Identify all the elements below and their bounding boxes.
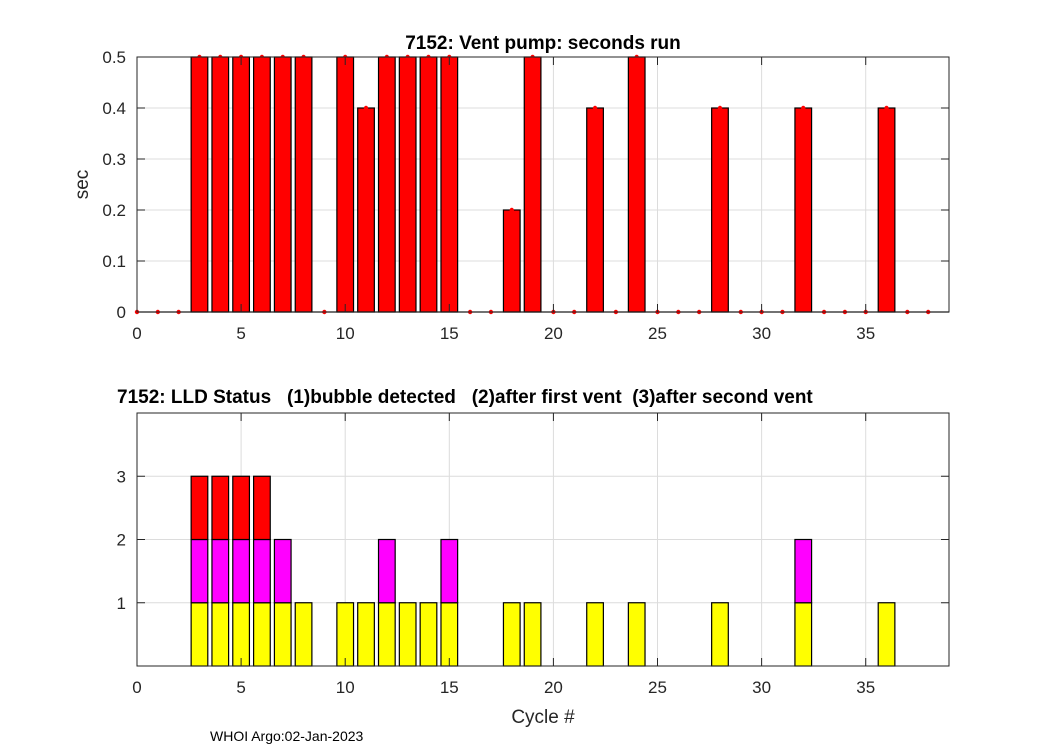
x-tick-label: 5 <box>236 678 245 697</box>
data-point <box>717 105 723 111</box>
ticks: 0 5 10 15 20 25 30 35 0 0.1 0.2 0.3 0.4 0.5 <box>102 48 949 343</box>
lld-status-axes: 0 5 10 15 20 25 30 35 1 2 3 7152: LLD Status (1)bu… <box>117 387 950 728</box>
gridlines <box>137 413 949 666</box>
bar-segment <box>252 475 271 541</box>
markers <box>134 54 931 315</box>
x-tick-label: 35 <box>856 324 875 343</box>
data-point <box>801 105 806 111</box>
bar-segment <box>273 538 292 604</box>
bar <box>398 56 417 313</box>
x-tick-label: 15 <box>440 678 459 697</box>
bar <box>232 56 251 313</box>
x-axis-label: Cycle # <box>511 707 575 728</box>
bar-segment <box>711 602 729 667</box>
bar-segment <box>190 602 209 667</box>
bar-segment <box>232 538 251 604</box>
bar <box>211 56 230 313</box>
y-tick-label: 0.2 <box>102 201 126 220</box>
y-tick-label: 1 <box>117 594 126 613</box>
bar <box>794 107 813 313</box>
y-tick-label: 0.1 <box>102 252 126 271</box>
bar-segment <box>377 538 396 604</box>
bar-segment <box>273 602 292 667</box>
bar-segment <box>586 602 604 667</box>
bar <box>586 107 604 313</box>
bar <box>523 56 542 313</box>
bar <box>877 107 896 313</box>
bar-segment <box>232 475 251 541</box>
plot-area <box>137 57 949 312</box>
bar <box>357 107 375 313</box>
x-tick-label: 35 <box>856 678 875 697</box>
bar-segment <box>502 602 521 667</box>
bar <box>273 56 292 313</box>
bar-segment <box>419 602 438 667</box>
bar <box>711 107 729 313</box>
bar <box>294 56 313 313</box>
bar-segment <box>294 602 313 667</box>
y-tick-label: 3 <box>117 467 126 486</box>
x-tick-label: 30 <box>752 324 771 343</box>
bar <box>627 56 646 313</box>
bar-segment <box>252 602 271 667</box>
bar <box>190 56 209 313</box>
bar-segment <box>211 538 230 604</box>
x-tick-label: 0 <box>132 678 141 697</box>
axes-box <box>136 56 950 313</box>
y-tick-label: 0.3 <box>102 150 126 169</box>
bar-segment <box>627 602 646 667</box>
bar <box>377 56 396 313</box>
chart-title: 7152: Vent pump: seconds run <box>405 33 681 54</box>
bar-segment <box>190 538 209 604</box>
bar-segment <box>440 602 459 667</box>
bar-segment <box>440 538 459 604</box>
x-tick-label: 25 <box>648 324 667 343</box>
bar <box>440 56 459 313</box>
bar <box>252 56 271 313</box>
bar-segment <box>794 538 813 604</box>
bar <box>419 56 438 313</box>
x-tick-label: 10 <box>336 678 355 697</box>
x-tick-label: 30 <box>752 678 771 697</box>
bar-segment <box>211 475 230 541</box>
x-tick-label: 10 <box>336 324 355 343</box>
bar <box>336 56 355 313</box>
bar-segment <box>232 602 251 667</box>
bar-segment <box>211 602 230 667</box>
data-point <box>592 105 598 111</box>
bar <box>502 209 521 313</box>
vent-pump-axes: 0 5 10 15 20 25 30 35 0 0.1 0.2 0.3 0.4 0.5 7152: Ven… <box>72 33 950 343</box>
bar-segment <box>523 602 542 667</box>
ticks: 0 5 10 15 20 25 30 35 1 2 3 <box>117 413 949 697</box>
y-axis-label: sec <box>72 170 93 200</box>
y-tick-label: 0 <box>117 303 126 322</box>
bar-segment <box>794 602 813 667</box>
chart-title: 7152: LLD Status (1)bubble detected (2)a… <box>117 387 813 408</box>
bar-segment <box>336 602 355 667</box>
footer-text: WHOI Argo:02-Jan-2023 <box>210 728 364 744</box>
bars <box>190 475 896 667</box>
bar-segment <box>877 602 896 667</box>
data-point <box>509 207 514 213</box>
bar-segment <box>190 475 209 541</box>
bar-segment <box>398 602 417 667</box>
x-tick-label: 20 <box>544 324 563 343</box>
x-tick-label: 5 <box>236 324 245 343</box>
bar-segment <box>252 538 271 604</box>
x-tick-label: 25 <box>648 678 667 697</box>
y-tick-label: 0.4 <box>102 99 126 118</box>
bar-segment <box>357 602 375 667</box>
x-tick-label: 20 <box>544 678 563 697</box>
y-tick-label: 0.5 <box>102 48 126 67</box>
data-point <box>363 105 369 111</box>
y-tick-label: 2 <box>117 531 126 550</box>
x-tick-label: 15 <box>440 324 459 343</box>
bar-segment <box>377 602 396 667</box>
x-tick-label: 0 <box>132 324 141 343</box>
data-point <box>884 105 889 111</box>
